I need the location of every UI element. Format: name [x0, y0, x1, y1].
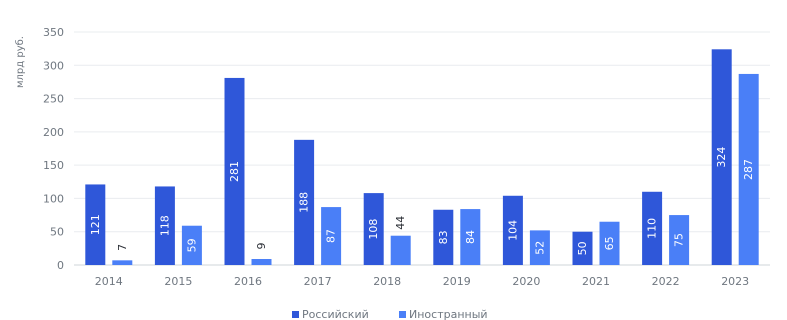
- y-tick-label: 250: [43, 93, 64, 106]
- bar-russian-2023: [711, 49, 732, 266]
- data-label: 9: [255, 243, 268, 250]
- data-label: 59: [185, 238, 198, 252]
- data-label: 281: [228, 161, 241, 182]
- bar-foreign-2021: [599, 221, 620, 265]
- data-label: 118: [158, 215, 171, 236]
- bar-russian-2020: [502, 195, 523, 265]
- bar-foreign-2017: [321, 207, 342, 265]
- legend-swatch: [292, 311, 299, 318]
- x-tick-label: 2021: [582, 275, 610, 288]
- bar-foreign-2022: [669, 215, 690, 265]
- bar-russian-2018: [363, 193, 384, 265]
- data-label: 108: [367, 219, 380, 240]
- bar-russian-2016: [224, 77, 245, 265]
- data-label: 83: [437, 230, 450, 244]
- data-label: 104: [506, 220, 519, 241]
- y-tick-label: 350: [43, 26, 64, 39]
- bar-foreign-2018: [390, 235, 411, 265]
- y-axis-ticks: 0 50 100 150 200 250 300 350: [43, 26, 64, 272]
- legend: Российский Иностранный: [292, 308, 488, 320]
- data-label: 287: [742, 159, 755, 180]
- data-label: 75: [673, 233, 686, 247]
- y-tick-label: 100: [43, 192, 64, 205]
- bar-russian-2022: [642, 191, 663, 265]
- bar-russian-2021: [572, 231, 593, 265]
- y-tick-label: 150: [43, 159, 64, 172]
- data-label: 87: [325, 229, 338, 243]
- x-tick-label: 2023: [721, 275, 749, 288]
- legend-label: Российский: [302, 308, 369, 320]
- data-label: 44: [394, 216, 407, 230]
- bar-russian-2015: [154, 186, 175, 265]
- bar-russian-2014: [85, 184, 106, 265]
- bar-russian-2019: [433, 209, 454, 265]
- bar-russian-2017: [294, 139, 315, 265]
- y-tick-label: 0: [57, 259, 64, 272]
- data-label: 121: [89, 214, 102, 235]
- data-label: 110: [646, 218, 659, 239]
- x-tick-label: 2015: [164, 275, 192, 288]
- x-tick-label: 2020: [512, 275, 540, 288]
- data-label: 65: [603, 236, 616, 250]
- data-label: 50: [576, 241, 589, 255]
- bar-foreign-2023: [738, 73, 759, 265]
- x-tick-label: 2018: [373, 275, 401, 288]
- y-tick-label: 50: [50, 226, 64, 239]
- bar-foreign-2020: [529, 230, 550, 265]
- x-tick-label: 2014: [95, 275, 123, 288]
- y-tick-label: 200: [43, 126, 64, 139]
- bars: 121 7 118 59 281 9 188 87 108 44 83 84 104 52 50 65 110 7…: [85, 49, 759, 266]
- grid-lines: [74, 31, 770, 266]
- data-label: 7: [116, 244, 129, 251]
- y-axis-label: млрд руб.: [15, 36, 26, 88]
- data-label: 188: [298, 192, 311, 213]
- data-label: 324: [715, 147, 728, 168]
- bar-foreign-2019: [460, 209, 481, 265]
- x-tick-label: 2019: [443, 275, 471, 288]
- x-tick-label: 2022: [652, 275, 680, 288]
- bar-foreign-2016: [251, 259, 272, 265]
- bar-foreign-2014: [112, 260, 133, 265]
- x-axis-ticks: 2014 2015 2016 2017 2018 2019 2020 2021 2022 2023: [95, 275, 749, 288]
- data-label: 52: [533, 241, 546, 255]
- bar-foreign-2015: [181, 225, 202, 265]
- x-tick-label: 2016: [234, 275, 262, 288]
- data-label: 84: [464, 230, 477, 244]
- legend-swatch: [399, 311, 406, 318]
- legend-label: Иностранный: [409, 308, 488, 320]
- y-tick-label: 300: [43, 59, 64, 72]
- x-tick-label: 2017: [304, 275, 332, 288]
